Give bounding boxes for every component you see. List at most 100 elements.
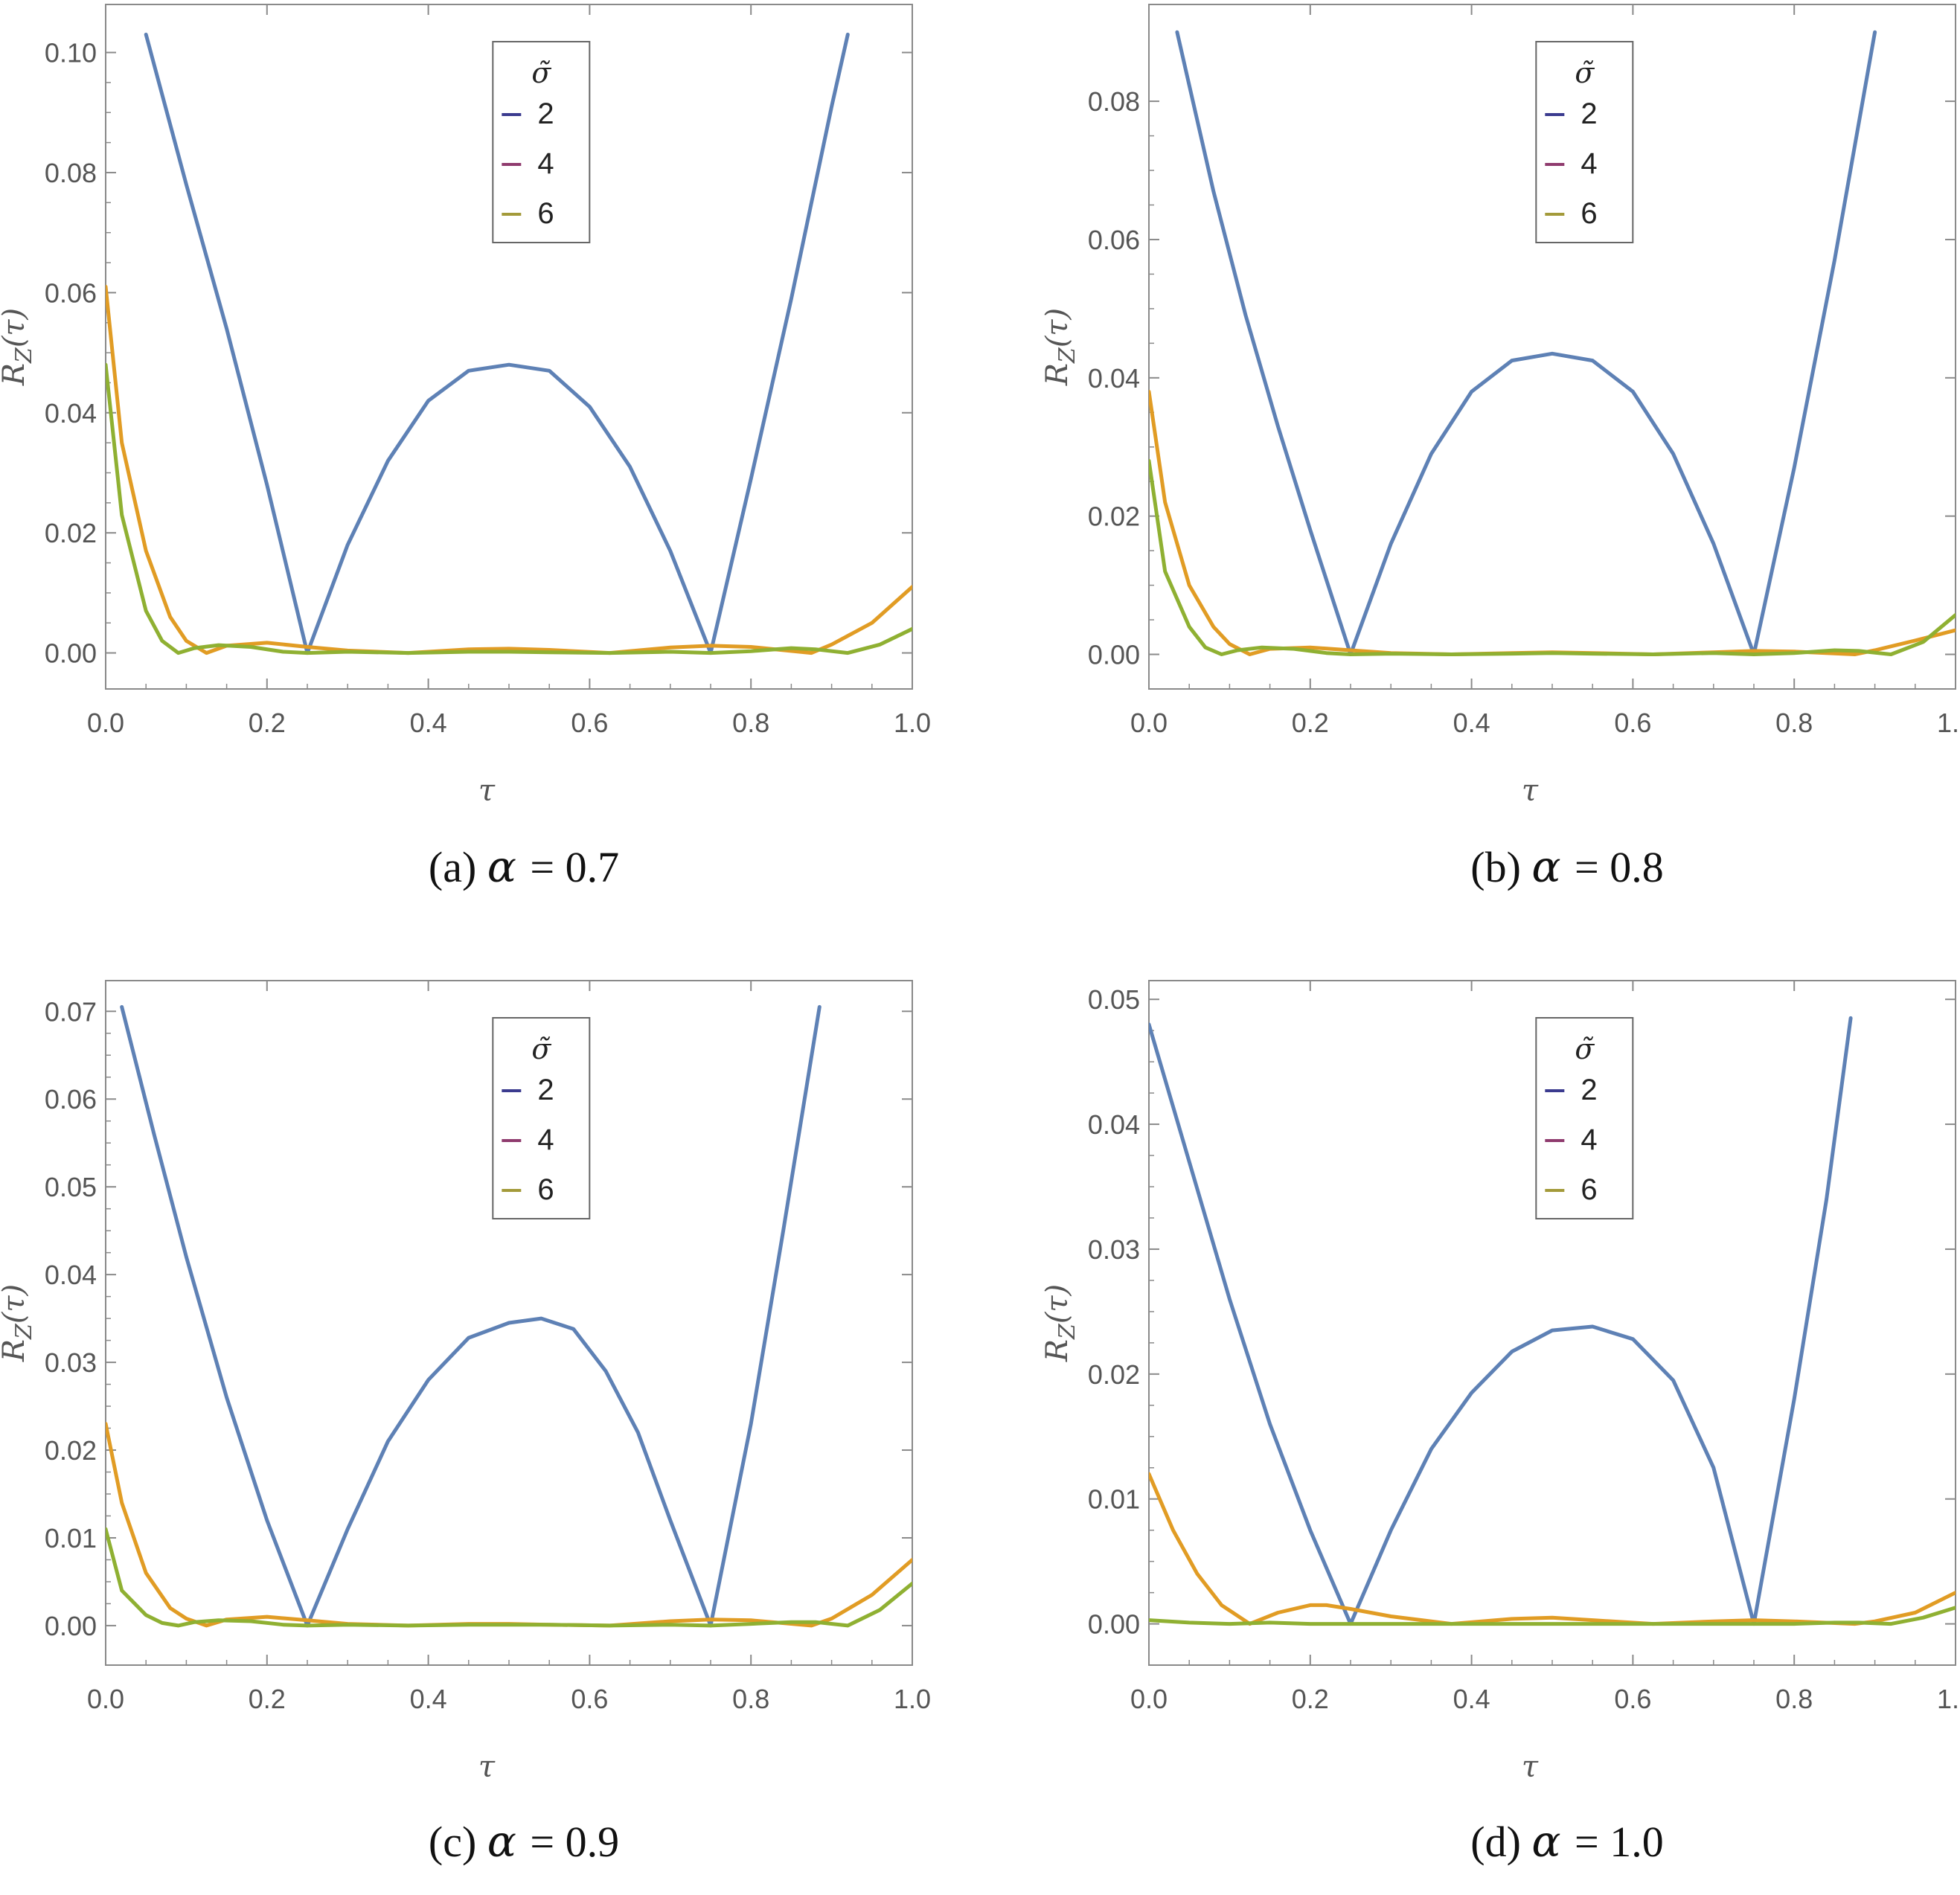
chart-panel-c: 0.0 0.2 0.4 0.6 0.8 1.0 0.00 0.01 0.02 0.03 0.04 0.…	[0, 980, 931, 1867]
y-tick-label: 0.03	[45, 1347, 97, 1378]
x-tick-label: 1.0	[894, 1684, 931, 1714]
chart-panel-a: 0.0 0.2 0.4 0.6 0.8 1.0 0.00 0.02 0.04 0.06 0.08 0.…	[0, 4, 931, 892]
series-line-4	[1149, 1472, 1956, 1626]
y-tick-label: 0.00	[1088, 640, 1140, 670]
y-tick-label: 0.06	[45, 278, 97, 308]
x-axis-label: τ	[1522, 774, 1539, 808]
series-line-4	[1149, 389, 1956, 656]
x-axis-label: τ	[478, 774, 496, 808]
y-tick-label: 0.02	[1088, 1359, 1140, 1390]
y-tick-label: 0.10	[45, 38, 97, 68]
y-tick-label: 0.04	[45, 398, 97, 429]
x-tick-label: 0.0	[1130, 708, 1168, 738]
y-tick-label: 0.00	[1088, 1609, 1140, 1640]
legend-title: σ̃	[531, 57, 551, 89]
y-axis-label: RZ(τ)	[1040, 1284, 1080, 1362]
series-line-2	[120, 1004, 822, 1628]
series-line-6	[1149, 458, 1956, 656]
legend-entry-6: 6	[1581, 1173, 1597, 1206]
series-line-2	[1149, 1016, 1853, 1626]
y-axis-label: RZ(τ)	[1040, 308, 1080, 386]
y-axis-label: RZ(τ)	[0, 1284, 37, 1362]
legend-entry-4: 4	[1581, 1123, 1597, 1156]
legend: σ̃ 2 4 6	[1535, 41, 1634, 243]
legend-box	[1535, 1017, 1634, 1219]
x-tick-label: 0.4	[410, 1684, 447, 1714]
x-tick-label: 0.0	[87, 1684, 124, 1714]
panel-caption: (d) α = 1.0	[1470, 1816, 1663, 1867]
legend: σ̃ 2 4 6	[1535, 1017, 1634, 1219]
x-tick-label: 0.4	[1453, 708, 1490, 738]
legend-entry-6: 6	[1581, 197, 1597, 230]
legend-entry-6: 6	[537, 197, 554, 230]
x-tick-label: 0.6	[1614, 708, 1651, 738]
x-tick-label: 0.2	[1292, 1684, 1329, 1714]
y-tick-label: 0.05	[1088, 984, 1140, 1015]
legend-title: σ̃	[531, 1033, 551, 1065]
y-tick-label: 0.08	[1088, 86, 1140, 117]
y-tick-label: 0.02	[45, 1435, 97, 1466]
y-tick-label: 0.01	[45, 1523, 97, 1553]
y-tick-label: 0.02	[45, 518, 97, 548]
panel-caption: (b) α = 0.8	[1470, 841, 1663, 892]
x-tick-label: 0.8	[1775, 708, 1813, 738]
x-tick-label: 0.6	[571, 708, 608, 738]
x-tick-label: 0.8	[1775, 1684, 1813, 1714]
y-tick-label: 0.01	[1088, 1484, 1140, 1515]
panel-caption: (a) α = 0.7	[429, 841, 619, 892]
y-tick-label: 0.07	[45, 996, 97, 1027]
legend-box	[1535, 41, 1634, 243]
x-tick-label: 0.2	[1292, 708, 1329, 738]
x-axis-label: τ	[1522, 1750, 1539, 1784]
legend-entry-4: 4	[537, 147, 554, 180]
chart-panel-b: 0.0 0.2 0.4 0.6 0.8 1.0 0.00 0.02 0.04 0.06 0.08 τ R…	[1040, 4, 1960, 892]
chart-panel-d: 0.0 0.2 0.4 0.6 0.8 1.0 0.00 0.01 0.02 0.03 0.04 0.…	[1040, 980, 1960, 1867]
legend-entry-6: 6	[537, 1173, 554, 1206]
x-tick-label: 1.0	[894, 708, 931, 738]
x-tick-label: 0.6	[1614, 1684, 1651, 1714]
x-tick-label: 1.0	[1937, 1684, 1960, 1714]
legend-entry-2: 2	[1581, 1074, 1597, 1106]
x-tick-label: 0.2	[249, 1684, 286, 1714]
series-line-2	[1175, 30, 1877, 656]
series-line-4	[106, 284, 912, 655]
x-tick-label: 0.0	[87, 708, 124, 738]
x-tick-label: 0.6	[571, 1684, 608, 1714]
y-axis-label: RZ(τ)	[0, 308, 37, 386]
legend-entry-2: 2	[537, 1074, 554, 1106]
legend-title: σ̃	[1575, 57, 1595, 89]
panel-caption: (c) α = 0.9	[429, 1816, 619, 1867]
x-tick-label: 0.2	[249, 708, 286, 738]
y-tick-label: 0.02	[1088, 501, 1140, 532]
y-tick-label: 0.05	[45, 1172, 97, 1202]
x-tick-label: 0.4	[1453, 1684, 1490, 1714]
legend-entry-4: 4	[1581, 147, 1597, 180]
y-tick-label: 0.00	[45, 638, 97, 669]
legend-box	[492, 41, 591, 243]
y-tick-label: 0.08	[45, 158, 97, 188]
series-line-6	[106, 362, 912, 655]
x-tick-label: 0.8	[732, 708, 769, 738]
y-tick-label: 0.06	[45, 1084, 97, 1115]
legend-box	[492, 1017, 591, 1219]
x-tick-label: 0.4	[410, 708, 447, 738]
x-tick-label: 0.8	[732, 1684, 769, 1714]
y-tick-label: 0.00	[45, 1611, 97, 1641]
legend-title: σ̃	[1575, 1033, 1595, 1065]
series-line-2	[144, 32, 850, 655]
y-tick-label: 0.04	[1088, 363, 1140, 394]
y-tick-label: 0.04	[1088, 1109, 1140, 1140]
legend: σ̃ 2 4 6	[492, 1017, 591, 1219]
y-tick-label: 0.03	[1088, 1234, 1140, 1265]
legend-entry-2: 2	[1581, 97, 1597, 130]
legend-entry-4: 4	[537, 1123, 554, 1156]
series-line-4	[106, 1422, 912, 1628]
y-tick-label: 0.06	[1088, 225, 1140, 255]
series-line-6	[106, 1527, 912, 1628]
x-tick-label: 1.0	[1937, 708, 1960, 738]
series-line-6	[1149, 1606, 1956, 1626]
legend-entry-2: 2	[537, 97, 554, 130]
legend: σ̃ 2 4 6	[492, 41, 591, 243]
x-axis-label: τ	[478, 1750, 496, 1784]
